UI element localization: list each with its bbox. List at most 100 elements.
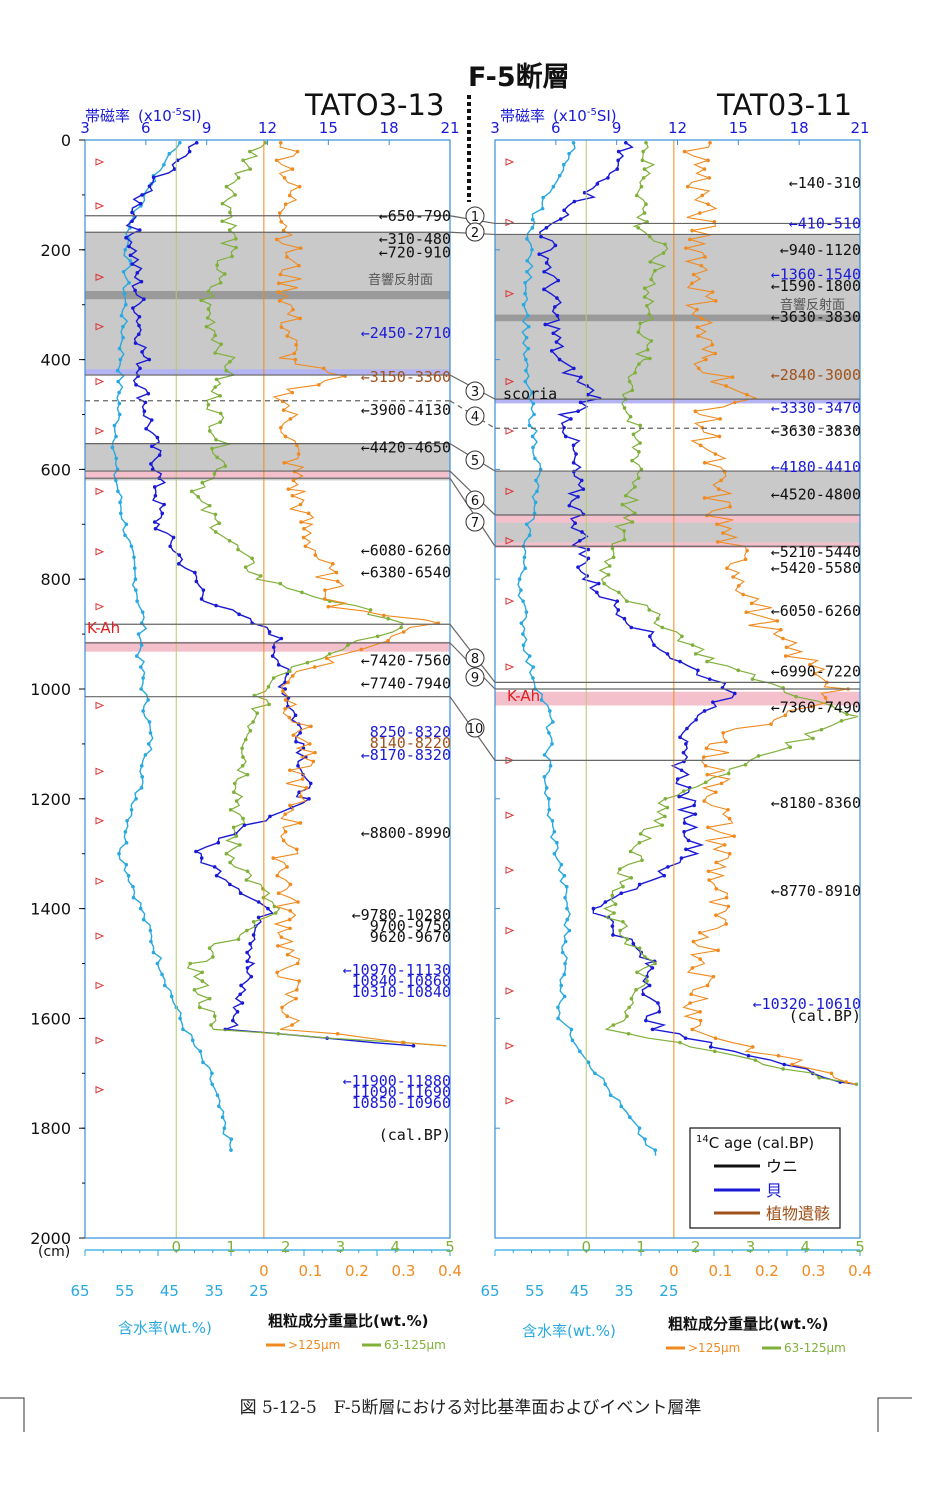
- green-tick-label: 2: [691, 1238, 701, 1256]
- legend-green-label-right: 63-125μm: [784, 1341, 846, 1355]
- data-point: [162, 162, 166, 167]
- data-point: [638, 321, 642, 326]
- data-point: [551, 720, 555, 724]
- top-tick-label: 18: [790, 119, 809, 137]
- data-point: [657, 1010, 662, 1014]
- data-point: [346, 643, 350, 647]
- data-point: [235, 1010, 240, 1014]
- data-point: [563, 961, 567, 966]
- data-point: [552, 829, 557, 834]
- data-point: [142, 297, 146, 302]
- data-point: [663, 814, 667, 819]
- data-point: [298, 246, 303, 250]
- data-point: [248, 941, 252, 946]
- data-point: [213, 385, 217, 389]
- data-point: [386, 616, 391, 621]
- event-marker-circle: [465, 381, 485, 401]
- data-point: [550, 742, 554, 746]
- data-point: [248, 149, 252, 154]
- data-point: [141, 676, 145, 680]
- data-point: [812, 671, 817, 676]
- data-point: [137, 228, 142, 232]
- event-marker-circle: [465, 667, 485, 687]
- data-point: [236, 937, 241, 942]
- data-point: [702, 799, 706, 803]
- age-label: (cal.BP): [379, 1126, 451, 1144]
- data-point: [140, 610, 145, 614]
- data-point: [209, 1023, 213, 1027]
- data-point: [524, 368, 528, 373]
- data-point: [719, 781, 724, 786]
- data-point: [249, 974, 254, 979]
- sample-triangle-icon: [505, 987, 515, 995]
- data-point: [769, 722, 773, 726]
- data-point: [634, 988, 638, 992]
- data-point: [586, 1060, 591, 1065]
- data-point: [741, 592, 746, 597]
- event-marker-1: 1: [471, 210, 479, 225]
- data-point: [288, 908, 293, 913]
- data-point: [559, 862, 564, 867]
- event-marker-3: 3: [471, 385, 479, 400]
- data-point: [753, 1058, 758, 1062]
- coarse-large-curve-left-points: [271, 140, 441, 1045]
- data-point: [523, 566, 528, 571]
- data-point: [526, 346, 531, 351]
- data-point: [303, 544, 308, 549]
- data-point: [207, 503, 212, 508]
- data-point: [224, 368, 229, 373]
- data-point: [297, 184, 302, 189]
- data-point: [308, 781, 313, 786]
- age-label: ←410-510: [789, 214, 861, 232]
- coarse-large-curve-left: [271, 142, 447, 1047]
- data-point: [706, 158, 710, 163]
- data-point: [172, 167, 177, 171]
- data-point: [702, 461, 707, 465]
- data-point: [119, 511, 123, 516]
- data-point: [607, 564, 612, 568]
- data-point: [661, 251, 666, 255]
- age-label-bg: [338, 929, 450, 945]
- age-label-bg: [748, 663, 860, 679]
- top-tick-label: 3: [490, 119, 500, 137]
- data-point: [539, 234, 543, 239]
- data-point: [596, 581, 601, 586]
- data-point: [585, 392, 590, 397]
- data-point: [222, 1126, 227, 1130]
- data-point: [138, 201, 143, 206]
- age-label-bg: [338, 208, 450, 224]
- data-point: [137, 323, 141, 328]
- data-point: [681, 789, 686, 793]
- data-point: [123, 829, 128, 834]
- coarse-axis-label-right: 粗粒成分重量比(wt.%): [668, 1315, 828, 1333]
- data-point: [542, 775, 547, 779]
- event-marker-9: 9: [471, 671, 479, 686]
- data-point: [702, 167, 707, 171]
- data-point: [215, 263, 219, 267]
- data-point: [123, 248, 128, 252]
- data-point: [152, 520, 157, 524]
- sample-triangle-icon: [95, 817, 105, 825]
- data-point: [727, 816, 732, 821]
- data-point: [549, 349, 554, 353]
- data-point: [286, 487, 291, 491]
- data-point: [628, 849, 633, 854]
- data-point: [540, 206, 545, 211]
- age-label-bg: [338, 984, 450, 1000]
- data-point: [626, 1031, 631, 1036]
- data-point: [300, 777, 305, 781]
- panel-frames: [79, 139, 861, 1256]
- data-point: [210, 1082, 215, 1087]
- data-point: [128, 258, 132, 263]
- data-point: [629, 876, 634, 880]
- data-point: [168, 544, 172, 549]
- data-point: [274, 158, 279, 163]
- coarse-large-curve-right-points: [682, 140, 850, 1084]
- data-point: [548, 709, 552, 713]
- green-tick-label: 0: [171, 1238, 181, 1256]
- sample-triangle-icon: [505, 289, 515, 298]
- data-point: [606, 573, 611, 577]
- data-point: [621, 919, 625, 924]
- data-point: [238, 843, 242, 847]
- data-point: [211, 955, 215, 959]
